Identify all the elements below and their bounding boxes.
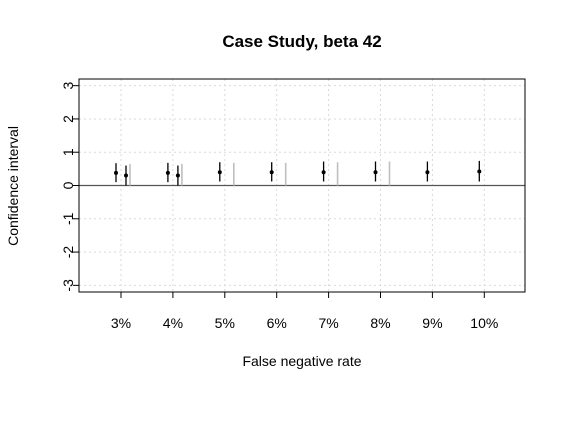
point-estimate xyxy=(114,170,118,175)
x-axis-label: False negative rate xyxy=(242,353,361,369)
chart-title: Case Study, beta 42 xyxy=(222,32,381,51)
x-tick-label: 6% xyxy=(267,315,287,331)
x-axis: 3% 4% 5% 6% 7% 8% 9% 10% xyxy=(111,291,498,331)
y-axis: -3 -2 -1 0 1 2 3 xyxy=(60,82,79,292)
x-tick-label: 9% xyxy=(422,315,442,331)
point-estimate xyxy=(124,173,128,178)
y-tick-label: -1 xyxy=(60,212,76,225)
x-tick-label: 4% xyxy=(163,315,183,331)
y-axis-label: Confidence interval xyxy=(5,126,21,246)
x-tick-label: 10% xyxy=(470,315,498,331)
point-estimate xyxy=(477,169,482,174)
x-tick-label: 7% xyxy=(318,315,338,331)
x-tick-label: 5% xyxy=(215,315,235,331)
point-estimate xyxy=(321,170,326,175)
x-tick-label: 8% xyxy=(370,315,390,331)
y-tick-label: 1 xyxy=(60,148,76,156)
point-estimate xyxy=(269,170,274,175)
y-tick-label: -3 xyxy=(60,279,76,292)
point-estimate xyxy=(175,173,180,178)
point-estimate xyxy=(425,170,430,175)
y-tick-label: -2 xyxy=(60,246,76,259)
y-tick-label: 0 xyxy=(60,181,76,189)
point-estimate xyxy=(165,170,170,175)
y-tick-label: 3 xyxy=(60,82,76,90)
data-marks xyxy=(114,160,482,186)
point-estimate xyxy=(217,170,222,175)
point-estimate xyxy=(373,170,378,175)
y-tick-label: 2 xyxy=(60,115,76,123)
x-tick-label: 3% xyxy=(111,315,131,331)
